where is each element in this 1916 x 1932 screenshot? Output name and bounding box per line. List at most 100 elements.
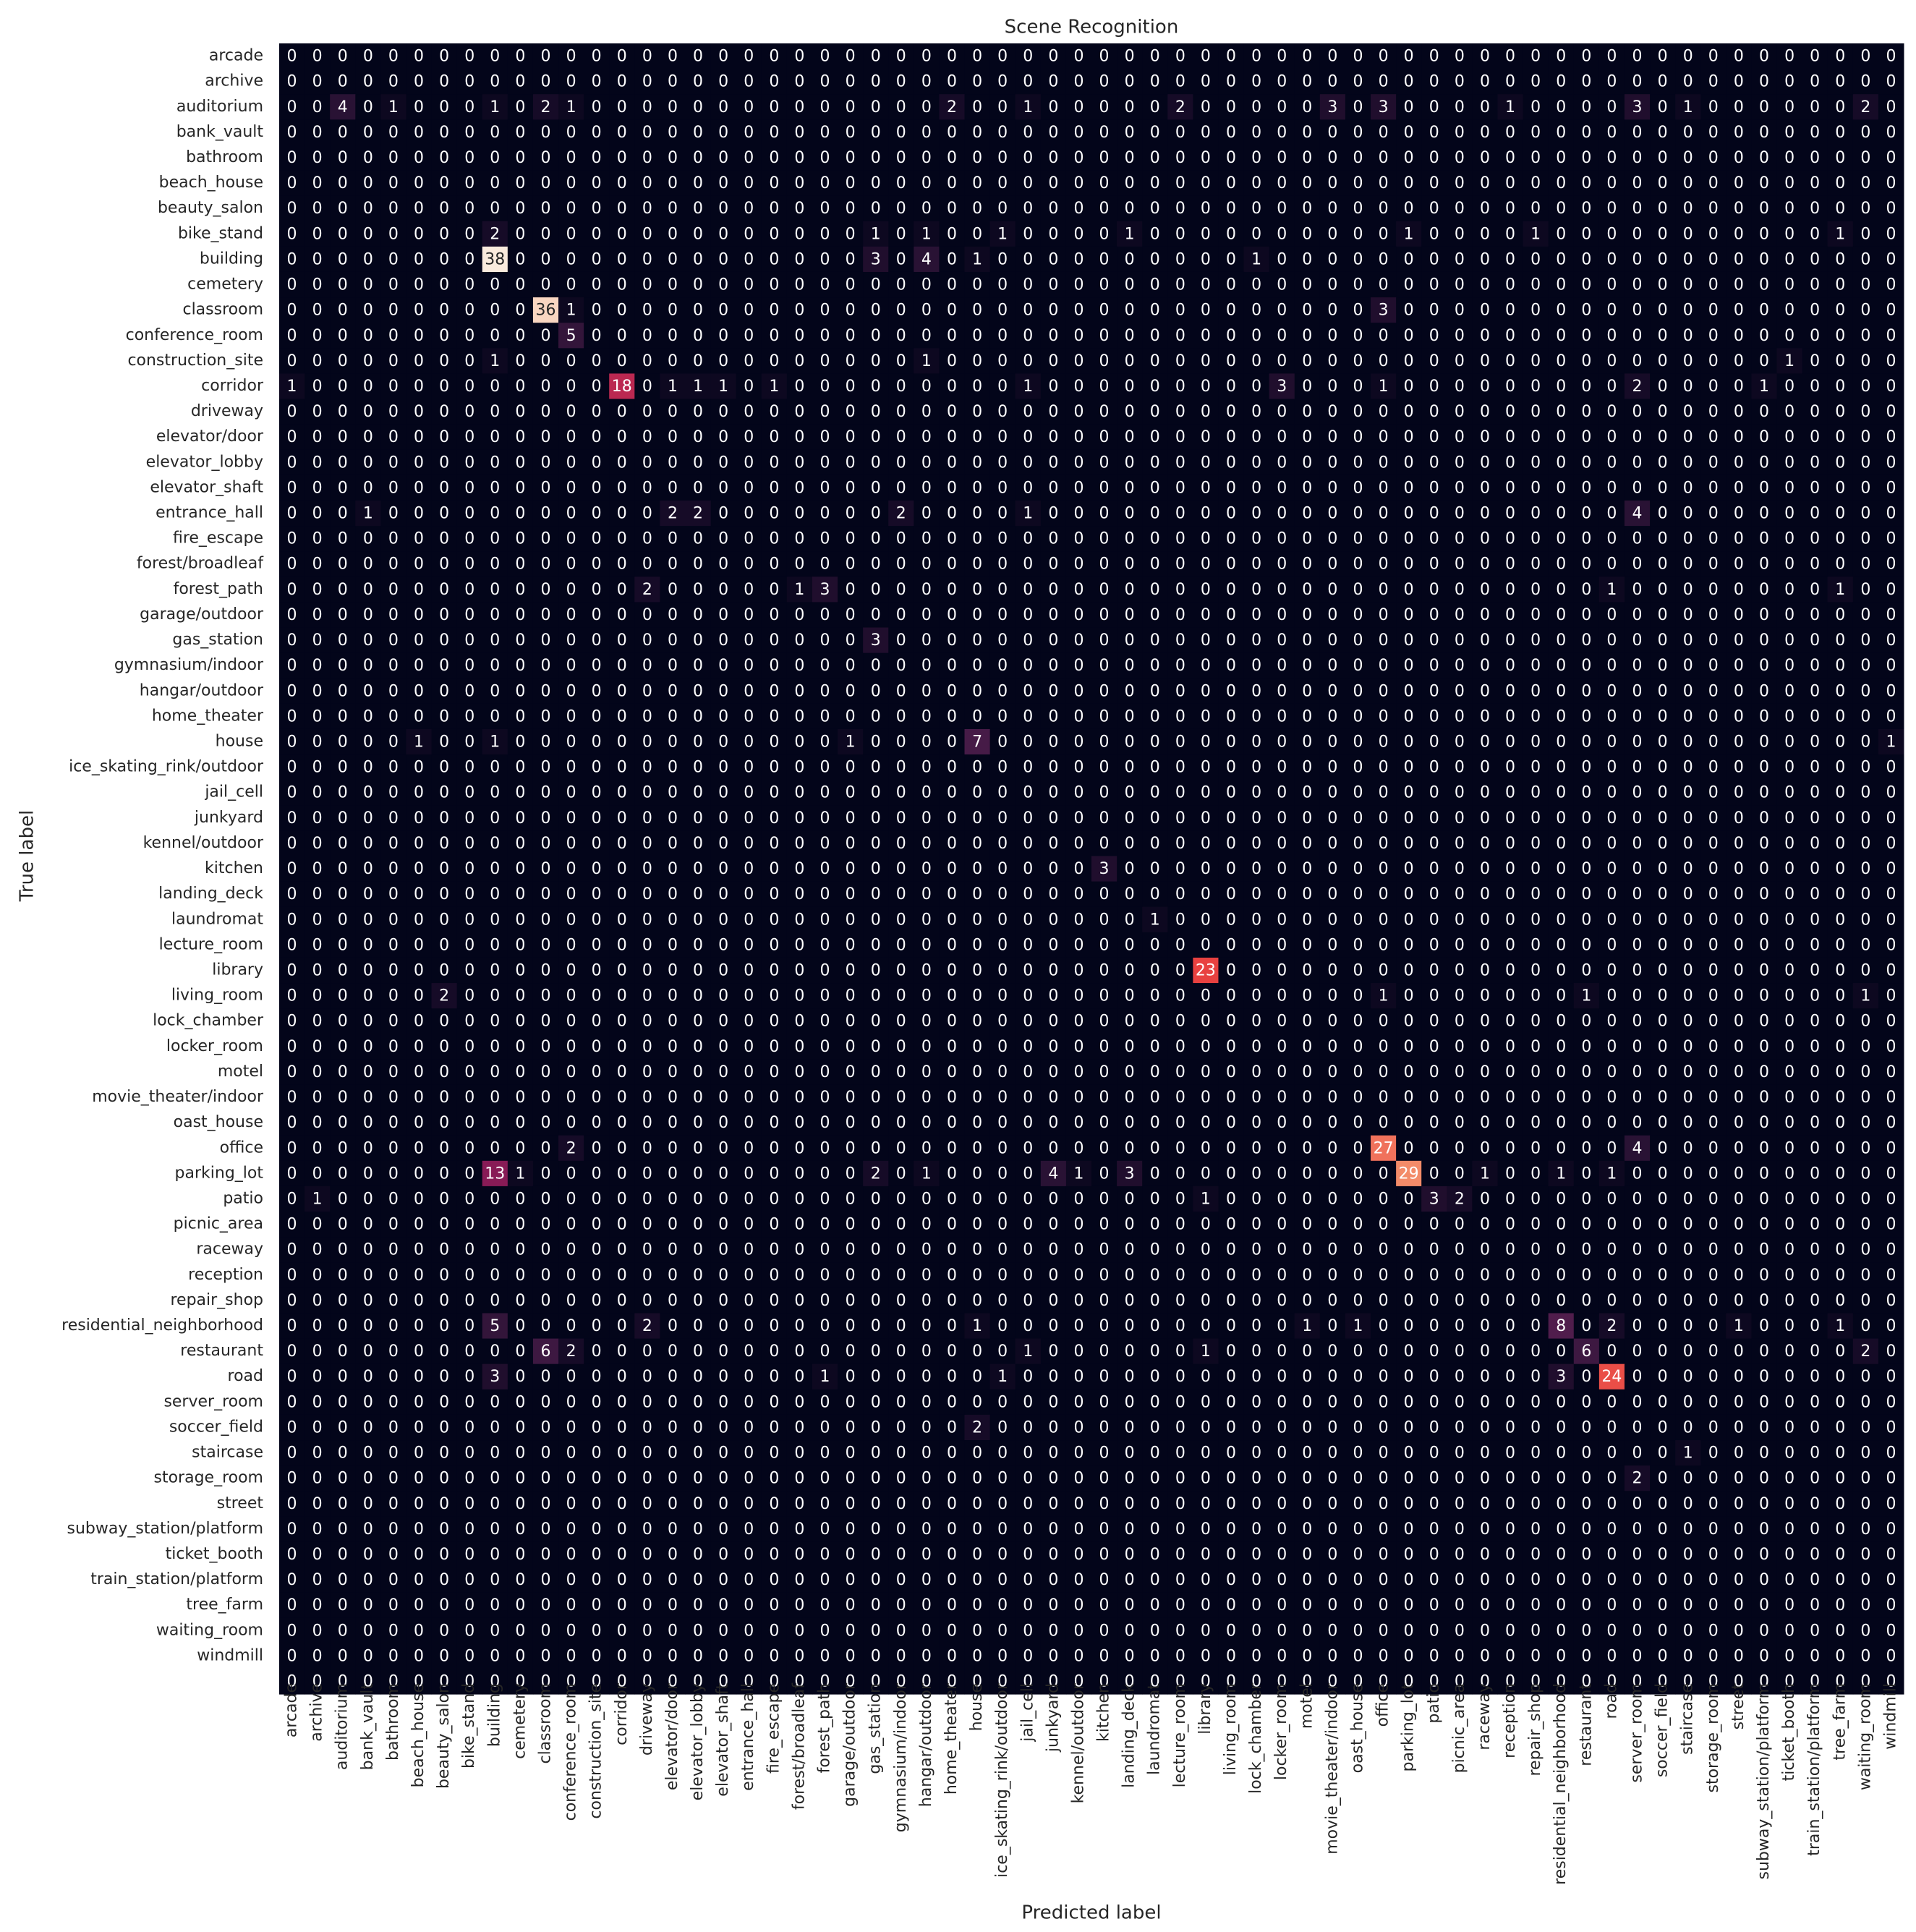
- cell-value: 0: [312, 73, 323, 91]
- cell-value: 0: [997, 733, 1008, 752]
- cell-value: 0: [1886, 809, 1896, 827]
- cell-value: 0: [1429, 733, 1439, 752]
- cell-value: 0: [1606, 428, 1617, 446]
- cell-value: 0: [718, 606, 728, 624]
- cell-value: 0: [312, 911, 323, 929]
- cell-value: 0: [1734, 961, 1744, 979]
- cell-value: 0: [1606, 149, 1617, 167]
- cell-value: 0: [1023, 860, 1033, 878]
- cell-value: 0: [921, 302, 932, 320]
- cell-value: 0: [515, 581, 525, 599]
- cell-value: 0: [490, 454, 500, 472]
- cell-value: 0: [1429, 657, 1439, 675]
- cell-value: 0: [820, 556, 830, 574]
- cell-value: 0: [1455, 784, 1465, 802]
- cell-value: 0: [1429, 428, 1439, 446]
- cell-value: 0: [769, 302, 779, 320]
- cell-value: 0: [871, 707, 881, 725]
- cell-value: 0: [1455, 505, 1465, 523]
- cell-value: 0: [566, 174, 576, 192]
- cell-value: 0: [1632, 961, 1643, 979]
- cell-value: 0: [820, 479, 830, 497]
- cell-value: 0: [592, 48, 602, 66]
- cell-value: 0: [338, 48, 348, 66]
- cell-value: 0: [439, 48, 449, 66]
- cell-value: 0: [1581, 759, 1591, 777]
- cell-value: 23: [1196, 961, 1216, 979]
- cell-value: 0: [1048, 1013, 1058, 1031]
- cell-value: 0: [1226, 1013, 1236, 1031]
- cell-value: 0: [668, 759, 678, 777]
- cell-value: 0: [1734, 225, 1744, 243]
- cell-value: 0: [871, 276, 881, 294]
- cell-value: 0: [540, 759, 550, 777]
- cell-value: 0: [1810, 809, 1820, 827]
- cell-value: 0: [1353, 48, 1363, 66]
- cell-value: 0: [871, 428, 881, 446]
- cell-value: 0: [1023, 225, 1033, 243]
- cell-value: 0: [820, 987, 830, 1005]
- cell-value: 0: [338, 250, 348, 268]
- cell-value: 0: [1277, 403, 1287, 421]
- cell-value: 0: [338, 581, 348, 599]
- cell-value: 0: [1810, 707, 1820, 725]
- cell-value: 0: [1581, 149, 1591, 167]
- cell-value: 0: [1556, 327, 1566, 345]
- cell-value: 0: [388, 961, 399, 979]
- cell-value: 0: [1302, 733, 1312, 752]
- cell-value: 0: [693, 631, 703, 650]
- cell-value: 0: [1353, 657, 1363, 675]
- cell-value: 0: [338, 809, 348, 827]
- cell-value: 0: [338, 631, 348, 650]
- cell-value: 0: [1379, 657, 1389, 675]
- cell-value: 0: [972, 505, 982, 523]
- cell-value: 0: [1480, 809, 1490, 827]
- cell-value: 0: [718, 809, 728, 827]
- cell-value: 0: [1048, 479, 1058, 497]
- cell-value: 0: [1860, 936, 1870, 954]
- cell-value: 0: [617, 530, 627, 548]
- cell-value: 0: [769, 327, 779, 345]
- cell-value: 0: [1125, 174, 1135, 192]
- cell-value: 0: [566, 936, 576, 954]
- cell-value: 0: [1708, 759, 1719, 777]
- cell-value: 0: [1556, 961, 1566, 979]
- cell-value: 0: [1048, 911, 1058, 929]
- cell-value: 0: [1581, 809, 1591, 827]
- cell-value: 0: [1480, 48, 1490, 66]
- cell-value: 0: [1175, 505, 1185, 523]
- cell-value: 0: [1048, 936, 1058, 954]
- cell-value: 4: [338, 98, 348, 116]
- heatmap-cell: [1573, 43, 1600, 69]
- cell-value: 0: [490, 149, 500, 167]
- cell-value: 0: [464, 682, 474, 700]
- cell-value: 0: [1835, 505, 1845, 523]
- cell-value: 0: [388, 682, 399, 700]
- cell-value: 0: [338, 936, 348, 954]
- cell-value: 0: [1886, 911, 1896, 929]
- cell-value: 0: [287, 73, 297, 91]
- cell-value: 0: [388, 200, 399, 218]
- cell-value: 0: [1175, 352, 1185, 370]
- cell-value: 0: [871, 149, 881, 167]
- cell-value: 0: [1226, 961, 1236, 979]
- cell-value: 0: [1073, 581, 1083, 599]
- cell-value: 0: [871, 759, 881, 777]
- cell-value: 0: [1734, 530, 1744, 548]
- cell-value: 0: [846, 682, 856, 700]
- cell-value: 0: [1505, 631, 1515, 650]
- cell-value: 0: [540, 250, 550, 268]
- cell-value: 0: [1530, 631, 1541, 650]
- cell-value: 0: [414, 911, 424, 929]
- cell-value: 0: [794, 200, 804, 218]
- cell-value: 0: [1175, 428, 1185, 446]
- cell-value: 0: [1835, 606, 1845, 624]
- cell-value: 0: [947, 403, 957, 421]
- cell-value: 0: [1455, 759, 1465, 777]
- cell-value: 0: [414, 250, 424, 268]
- cell-value: 0: [1708, 530, 1719, 548]
- cell-value: 0: [947, 505, 957, 523]
- cell-value: 0: [1404, 48, 1414, 66]
- cell-value: 0: [592, 835, 602, 853]
- cell-value: 0: [617, 479, 627, 497]
